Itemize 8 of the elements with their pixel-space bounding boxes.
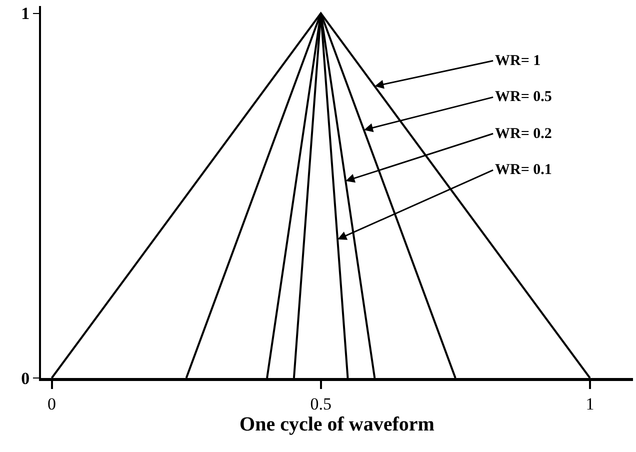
annotation: WR= 0.2 [495, 126, 552, 142]
x-axis-title: One cycle of waveform [240, 413, 435, 436]
x-tick-label: 0 [48, 394, 56, 414]
annotation: WR= 0.5 [495, 89, 552, 105]
annotation: WR= 0.1 [495, 162, 552, 178]
x-tick-label: 0.5 [310, 394, 332, 414]
annotation: WR= 1 [495, 53, 541, 69]
x-tick-label: 1 [586, 394, 594, 414]
